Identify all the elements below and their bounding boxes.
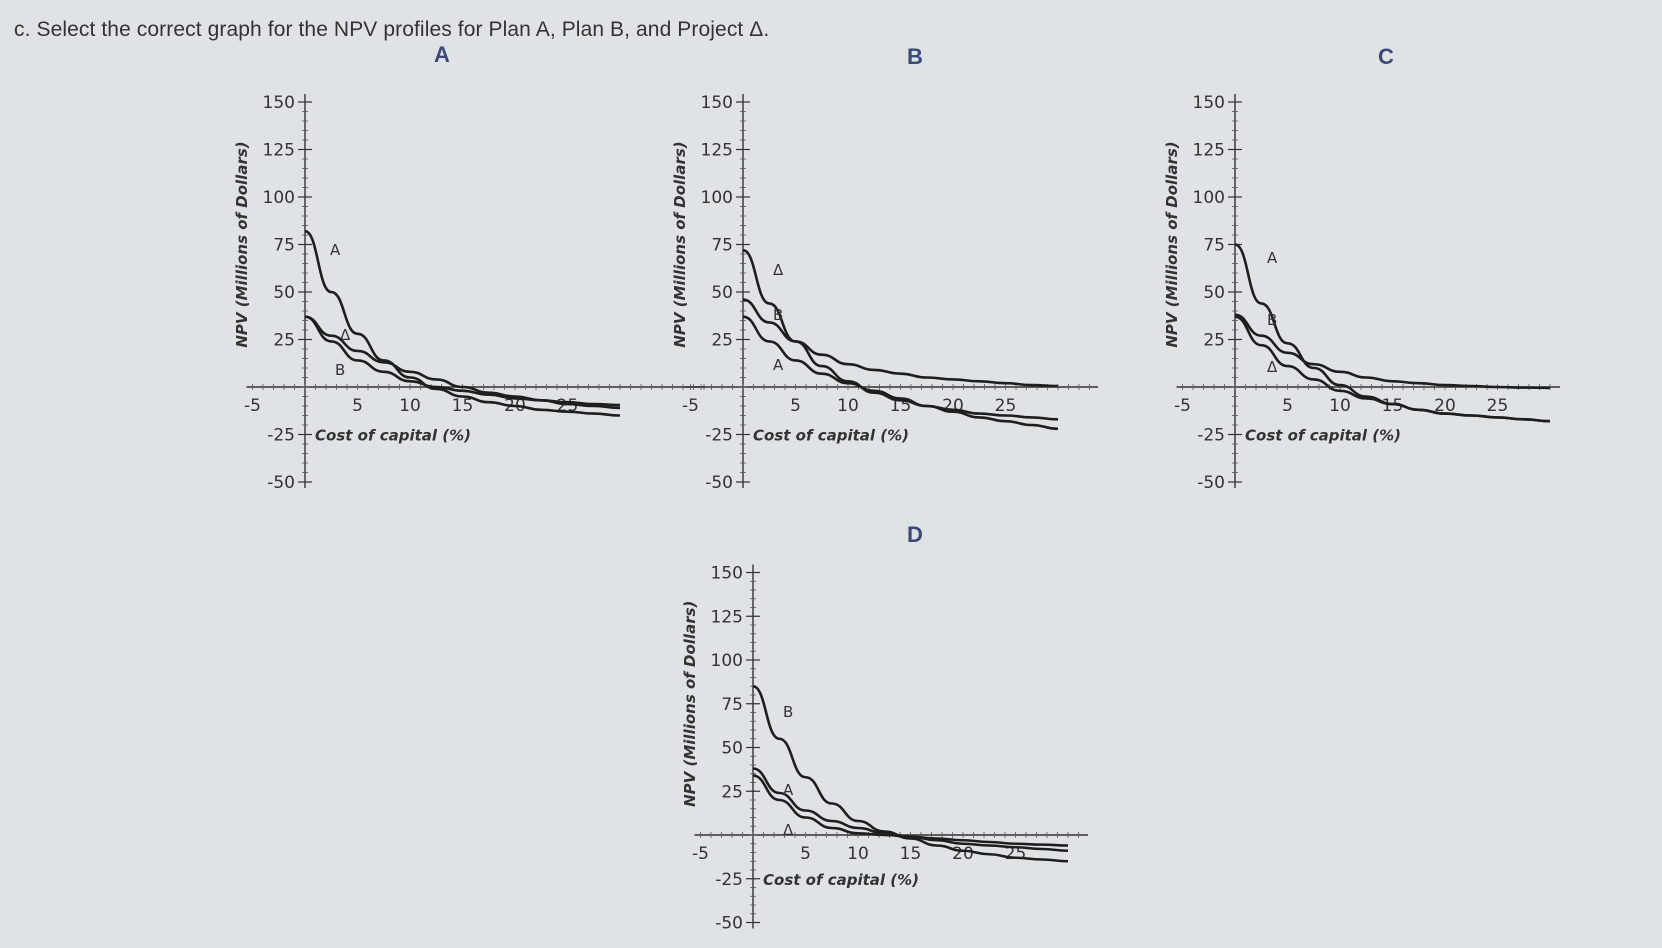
y-tick-label: 150 (711, 564, 743, 584)
curve-label-a: A (330, 241, 341, 259)
curve-label-b: B (1267, 311, 1277, 329)
y-tick-label: 125 (711, 607, 743, 627)
curve-label-b: B (783, 703, 793, 721)
x-tick-label: 5 (800, 844, 811, 864)
npv-curve-delta (742, 248, 1059, 421)
x-tick-label: 5 (790, 396, 801, 416)
option-label-d[interactable]: D (907, 522, 923, 547)
y-tick-label: -25 (1197, 426, 1225, 446)
y-tick-label: -25 (715, 870, 743, 890)
y-tick-label: 150 (1193, 93, 1225, 113)
y-tick-label: 25 (273, 331, 295, 351)
y-tick-label: 50 (1203, 283, 1225, 303)
curve-label-a: A (1267, 249, 1278, 267)
x-tick-label: 10 (847, 844, 869, 864)
x-tick-label: 15 (900, 844, 922, 864)
npv-curve-b (752, 684, 1069, 863)
curve-label-a: A (773, 356, 784, 374)
curve-label-b: B (335, 361, 345, 379)
y-axis-title: NPV (Millions of Dollars) (681, 601, 699, 807)
y-tick-label: 150 (263, 93, 295, 113)
y-tick-label: 50 (273, 283, 295, 303)
y-tick-label: 50 (721, 739, 743, 759)
x-tick-label: 20 (952, 844, 974, 864)
npv-curve-b (304, 315, 621, 410)
y-tick-label: 125 (701, 141, 733, 161)
npv-curve-a (742, 315, 1059, 431)
npv-curve-a (304, 229, 621, 417)
y-tick-label: 75 (1203, 236, 1225, 256)
curve-label-b: B (773, 306, 783, 324)
x-tick-label: 10 (837, 396, 859, 416)
y-tick-label: -50 (715, 914, 743, 934)
x-tick-label: -5 (682, 396, 699, 416)
x-tick-label: 15 (1382, 396, 1404, 416)
x-tick-label: 25 (1487, 396, 1509, 416)
curve-label-delta: Δ (340, 326, 351, 344)
x-tick-label: 25 (995, 396, 1017, 416)
x-tick-label: 15 (452, 396, 474, 416)
y-tick-label: 75 (721, 695, 743, 715)
y-tick-label: 25 (711, 331, 733, 351)
y-tick-label: 75 (711, 236, 733, 256)
y-tick-label: -50 (1197, 473, 1225, 493)
y-tick-label: 25 (721, 782, 743, 802)
option-label-c[interactable]: C (1378, 44, 1394, 69)
y-axis-title: NPV (Millions of Dollars) (671, 141, 689, 347)
y-tick-label: 150 (701, 93, 733, 113)
npv-curve-b (1234, 313, 1551, 390)
y-tick-label: -25 (267, 426, 295, 446)
y-tick-label: 125 (263, 141, 295, 161)
y-tick-label: 25 (1203, 331, 1225, 351)
option-label-a[interactable]: A (434, 42, 450, 67)
curve-label-delta: Δ (783, 821, 794, 839)
y-tick-label: 50 (711, 283, 733, 303)
x-tick-label: -5 (244, 396, 261, 416)
x-axis-title: Cost of capital (%) (763, 871, 919, 889)
y-tick-label: 75 (273, 236, 295, 256)
npv-curve-a (1234, 243, 1551, 423)
curve-label-a: A (783, 781, 794, 799)
x-tick-label: 5 (352, 396, 363, 416)
x-axis-title: Cost of capital (%) (753, 427, 909, 445)
x-tick-label: -5 (692, 844, 709, 864)
npv-graph-option-c[interactable]: 150 125 100 75 50 25 -25 -50 -5 5 10 15 20 25 NPV (Mil… (1163, 80, 1615, 520)
y-axis-title: NPV (Millions of Dollars) (233, 141, 251, 347)
y-tick-label: -50 (705, 473, 733, 493)
npv-curve-b (742, 298, 1059, 388)
option-label-b[interactable]: B (907, 44, 923, 69)
y-tick-label: 100 (1193, 188, 1225, 208)
x-tick-label: -5 (1174, 396, 1191, 416)
y-tick-label: -50 (267, 473, 295, 493)
y-tick-label: 100 (711, 651, 743, 671)
y-axis-title: NPV (Millions of Dollars) (1163, 141, 1181, 347)
x-axis-title: Cost of capital (%) (315, 427, 471, 445)
question-text: c. Select the correct graph for the NPV … (14, 18, 770, 41)
y-tick-label: 100 (701, 188, 733, 208)
x-tick-label: 5 (1282, 396, 1293, 416)
curve-label-delta: Δ (773, 261, 784, 279)
npv-curve-delta (1234, 315, 1551, 423)
x-axis-title: Cost of capital (%) (1245, 427, 1401, 445)
curve-label-delta: Δ (1267, 358, 1278, 376)
x-tick-label: 10 (1329, 396, 1351, 416)
x-tick-label: 10 (399, 396, 421, 416)
npv-curve-delta (304, 315, 621, 407)
y-tick-label: 100 (263, 188, 295, 208)
x-tick-label: 20 (1434, 396, 1456, 416)
y-tick-label: 125 (1193, 141, 1225, 161)
npv-curve-delta (752, 774, 1069, 847)
y-tick-label: -25 (705, 426, 733, 446)
